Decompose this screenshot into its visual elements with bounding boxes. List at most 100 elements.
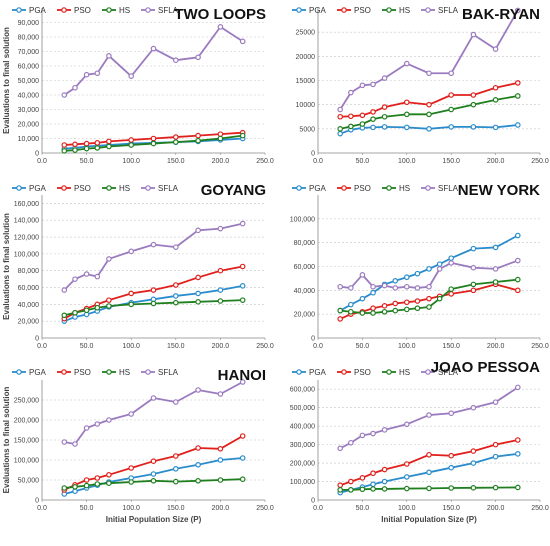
data-point-hs: [370, 116, 376, 122]
y-tick-label: 160,000: [14, 201, 39, 208]
data-point-pso: [403, 99, 410, 106]
data-point-sfla: [403, 283, 410, 290]
legend-label-pga: PGA: [29, 184, 47, 193]
data-point-hs: [359, 310, 366, 316]
data-point-pso: [106, 297, 112, 303]
x-tick-label: 250.0: [531, 505, 549, 512]
legend-marker-pso: [61, 185, 67, 191]
data-point-pga: [72, 488, 78, 495]
data-point-hs: [514, 276, 521, 283]
data-point-pga: [514, 122, 521, 128]
data-point-pso: [72, 141, 78, 148]
data-point-hs: [426, 485, 432, 492]
data-point-hs: [72, 309, 78, 316]
data-point-pga: [436, 261, 443, 267]
data-point-hs: [173, 139, 179, 145]
data-point-pga: [381, 124, 388, 130]
data-point-pga: [173, 293, 179, 299]
data-point-pso: [195, 132, 201, 139]
x-tick-label: 250.0: [531, 343, 549, 350]
legend-marker-pso: [61, 7, 67, 13]
legend-label-pso: PSO: [354, 6, 371, 15]
data-point-sfla: [414, 285, 421, 291]
data-point-hs: [150, 477, 157, 484]
data-point-pga: [150, 471, 157, 477]
y-tick-label: 70,000: [18, 49, 40, 56]
data-point-pga: [426, 469, 432, 476]
y-tick-label: 120,000: [14, 235, 39, 242]
x-tick-label: 0.0: [37, 343, 47, 350]
data-point-sfla: [392, 285, 399, 291]
data-point-hs: [83, 482, 90, 489]
data-point-sfla: [337, 106, 344, 113]
x-tick-label: 100.0: [122, 158, 140, 165]
x-tick-label: 0.0: [37, 505, 47, 512]
y-tick-label: 10,000: [18, 136, 40, 143]
data-point-sfla: [128, 248, 135, 255]
legend-label-hs: HS: [119, 184, 130, 193]
data-point-hs: [470, 281, 477, 288]
data-point-sfla: [239, 38, 246, 45]
legend-label-hs: HS: [399, 368, 410, 377]
legend-marker-pga: [16, 369, 22, 375]
data-point-hs: [359, 121, 366, 127]
data-point-sfla: [128, 411, 135, 417]
data-point-sfla: [436, 266, 443, 272]
data-point-hs: [492, 279, 499, 285]
legend-label-sfla: SFLA: [438, 6, 459, 15]
y-tick-label: 0: [35, 151, 39, 158]
data-point-pga: [448, 124, 455, 130]
data-point-pso: [94, 140, 101, 146]
data-point-sfla: [381, 427, 388, 433]
data-point-pga: [392, 277, 399, 284]
data-point-hs: [195, 477, 201, 484]
data-point-pso: [514, 287, 521, 294]
legend-marker-hs: [106, 7, 112, 13]
data-point-pso: [359, 475, 366, 481]
data-point-pga: [195, 290, 201, 297]
y-tick-label: 300,000: [290, 442, 315, 449]
data-point-hs: [514, 93, 521, 99]
legend-label-hs: HS: [399, 6, 410, 15]
data-point-pso: [448, 92, 455, 98]
data-point-pga: [470, 245, 477, 252]
y-tick-label: 80,000: [18, 35, 40, 42]
data-point-hs: [348, 487, 354, 493]
x-axis-title: Initial Population Size (P): [106, 515, 202, 524]
legend-label-hs: HS: [119, 368, 130, 377]
data-point-pga: [370, 481, 376, 488]
legend-label-pso: PSO: [354, 184, 371, 193]
data-point-hs: [448, 286, 455, 292]
data-point-pso: [217, 445, 224, 452]
y-tick-label: 80,000: [294, 240, 316, 247]
data-point-hs: [359, 486, 366, 493]
x-axis-title: Initial Population Size (P): [381, 515, 477, 524]
data-point-pso: [217, 131, 224, 137]
data-point-pso: [403, 299, 410, 306]
data-point-pso: [470, 448, 477, 454]
data-point-sfla: [150, 395, 157, 401]
y-tick-label: 140,000: [14, 218, 39, 225]
legend-label-hs: HS: [399, 184, 410, 193]
data-point-hs: [72, 483, 78, 490]
data-point-hs: [61, 312, 68, 319]
data-point-sfla: [83, 71, 90, 78]
data-point-pga: [217, 457, 224, 463]
legend-marker-pso: [341, 185, 347, 191]
data-point-sfla: [470, 264, 477, 271]
chart-title: HANOI: [218, 367, 266, 384]
data-point-sfla: [72, 441, 78, 447]
data-point-sfla: [217, 24, 224, 30]
data-point-hs: [381, 486, 388, 492]
legend-marker-pga: [16, 185, 22, 191]
y-tick-label: 400,000: [290, 424, 315, 431]
legend-marker-pga: [16, 7, 22, 13]
data-point-sfla: [359, 272, 366, 278]
x-tick-label: 150.0: [167, 505, 185, 512]
data-point-sfla: [348, 285, 354, 291]
data-point-hs: [173, 299, 179, 306]
legend-marker-sfla: [145, 7, 151, 13]
y-tick-label: 100,000: [290, 479, 315, 486]
data-point-hs: [72, 147, 78, 153]
data-point-sfla: [94, 70, 101, 77]
